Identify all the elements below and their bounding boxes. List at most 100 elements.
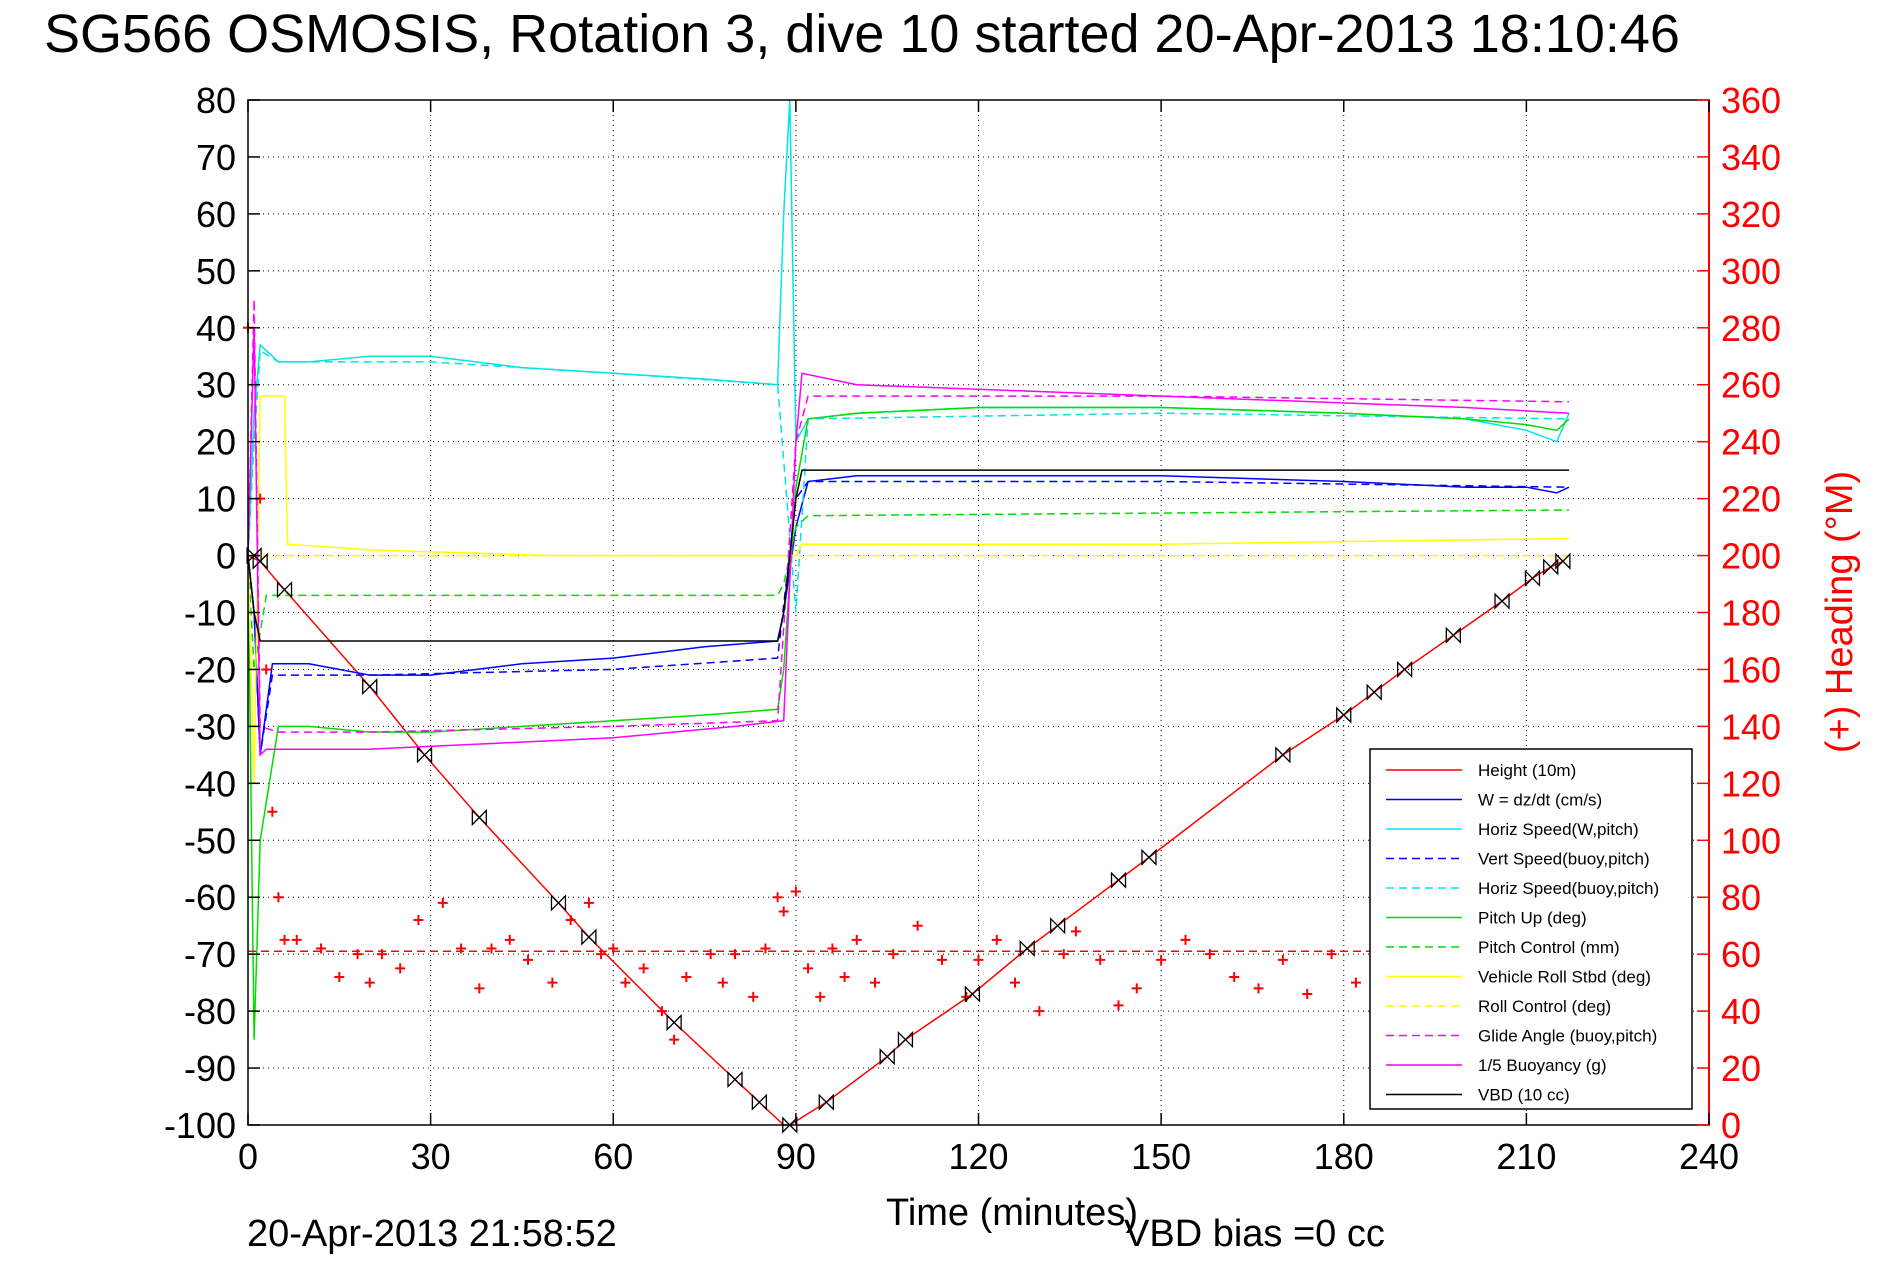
height-marker [1543,558,1559,576]
y-tick-label: -40 [184,763,236,804]
legend-label: Vert Speed(buoy,pitch) [1478,850,1650,869]
x-axis-ticks: 0 30 60 90 120 150 180 210 240 [238,100,1739,1177]
y-right-tick-label: 180 [1721,593,1781,634]
heading-point [669,1034,680,1045]
x-tick-label: 90 [776,1136,816,1177]
x-tick-label: 150 [1131,1136,1191,1177]
heading-point [681,971,692,982]
heading-point [504,934,515,945]
heading-point [474,983,485,994]
heading-point [1277,954,1288,965]
heading-point [413,915,424,925]
heading-point [437,897,448,908]
heading-point [1253,983,1264,994]
heading-point [1070,926,1081,937]
height-marker [1524,569,1541,587]
height-marker [1275,746,1291,764]
legend-label: VBD (10 cc) [1478,1086,1570,1105]
y-tick-label: -20 [184,649,236,690]
heading-point [839,971,850,982]
y-right-tick-label: 300 [1721,251,1781,292]
heading-point [334,971,345,982]
legend-label: Vehicle Roll Stbd (deg) [1478,968,1651,987]
heading-point [790,886,801,897]
heading-point [851,934,862,945]
height-marker [751,1093,767,1111]
series-1-5-buoyancy-g [247,327,1570,757]
heading-point [870,977,881,988]
series-layer [243,99,1570,1126]
chart-title: SG566 OSMOSIS, Rotation 3, dive 10 start… [44,4,1680,64]
y-tick-label: 80 [196,80,236,121]
x-tick-label: 120 [948,1136,1008,1177]
height-marker [727,1070,743,1089]
x-tick-label: 60 [593,1136,633,1177]
height-marker [416,746,433,764]
y-tick-label: 50 [196,251,236,292]
heading-point [1034,1006,1045,1017]
y-right-tick-label: 40 [1721,991,1761,1032]
heading-point [267,806,278,817]
y-right-tick-label: 240 [1721,422,1781,463]
footer-date: 20-Apr-2013 21:58:52 [247,1213,617,1255]
heading-point [772,892,783,903]
y-right-tick-label: 360 [1721,80,1781,121]
heading-point [815,991,826,1002]
legend-label: Height (10m) [1478,761,1576,780]
y-tick-label: -50 [184,820,236,861]
y-tick-label: 70 [196,137,236,178]
y-tick-label: 40 [196,308,236,349]
y-right-tick-label: 220 [1721,479,1781,520]
heading-point [1204,949,1215,960]
heading-point [547,977,558,988]
y-right-tick-label: 20 [1721,1048,1761,1089]
height-marker [1141,848,1157,866]
height-marker [897,1031,914,1049]
heading-point [1010,977,1021,988]
y-tick-label: -70 [184,934,236,975]
y-tick-label: -10 [184,593,236,634]
x-tick-label: 0 [238,1136,258,1177]
heading-point [888,949,899,960]
heading-point [364,977,375,988]
y-right-tick-label: 320 [1721,194,1781,235]
series-pitch-up-deg [247,406,1570,1040]
legend-label: Pitch Control (mm) [1478,938,1620,957]
heading-point [778,906,789,917]
legend-box [1369,748,1693,1110]
heading-point [1131,983,1142,994]
y-right-axis-label: (+) Heading (°M) [1819,471,1861,753]
heading-point [1095,954,1106,965]
heading-point [261,664,272,675]
heading-point [748,991,759,1002]
heading-point [523,954,534,965]
height-marker [550,894,567,912]
heading-point [1156,954,1167,965]
height-marker [666,1013,682,1032]
height-marker [782,1116,798,1134]
y-tick-label: 0 [216,536,236,577]
heading-point [936,954,947,965]
height-marker [252,552,268,570]
heading-point [991,934,1002,945]
heading-point [1229,971,1240,982]
heading-point [1113,1000,1124,1011]
legend: Height (10m) W = dz/dt (cm/s) Horiz Speed(… [1369,748,1693,1110]
y-axis-ticks: 80 70 60 50 40 30 20 10 0 -10 -20 -30 -40 -50 -60 -70 -8… [164,80,260,1146]
height-marker [1445,626,1461,644]
height-marker [1366,683,1382,701]
legend-label: 1/5 Buoyancy (g) [1478,1056,1607,1075]
heading-point [1302,989,1313,1000]
y-right-tick-label: 280 [1721,308,1781,349]
y-tick-label: -60 [184,877,236,918]
y-right-axis-ticks: 3603403203002802602402202001801601401201… [1697,80,1781,1146]
heading-point [973,954,984,965]
heading-point [620,977,631,988]
y-right-tick-label: 80 [1721,877,1761,918]
heading-point [1180,934,1191,945]
y-tick-label: -30 [184,706,236,747]
series-horiz-speed-buoy-pitch [247,349,1570,613]
y-right-tick-label: 260 [1721,365,1781,406]
heading-point [638,963,649,974]
height-marker [471,808,487,827]
